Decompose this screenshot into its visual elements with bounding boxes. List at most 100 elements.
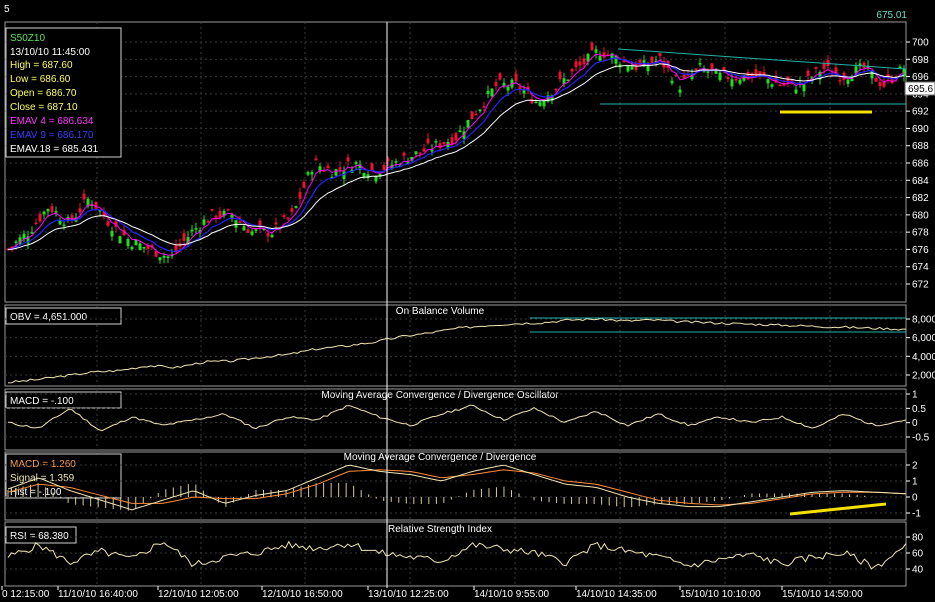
- candle-body-166: [670, 80, 674, 84]
- macd-osc-line: [7, 404, 907, 432]
- candle-body-76: [310, 172, 314, 175]
- obv-ticks-label-1: 6,000: [912, 333, 935, 344]
- rsi-panel[interactable]: Relative Strength Index RSI = 68.380 80 6…: [5, 524, 924, 576]
- candle-body-108: [438, 143, 442, 148]
- candle-body-7: [34, 222, 38, 225]
- x-label-3: 12/10/10 16:50:00: [262, 589, 343, 600]
- candle-body-52: [214, 216, 218, 219]
- candle-body-9: [42, 211, 46, 215]
- candle-body-60: [246, 229, 250, 233]
- candle-body-169: [682, 74, 686, 79]
- candle-body-154: [622, 60, 626, 63]
- macd-oscillator-panel[interactable]: Moving Average Convergence / Divergence …: [5, 390, 930, 444]
- candle-body-155: [626, 65, 630, 72]
- rsi-frame: [4, 521, 907, 587]
- candle-body-6: [30, 232, 34, 234]
- candle-body-122: [494, 82, 498, 87]
- candle-body-205: [826, 59, 830, 67]
- price-badge-text: 695.6: [908, 84, 933, 95]
- candle-body-93: [378, 174, 382, 177]
- candle-body-51: [210, 209, 214, 211]
- candle-body-19: [82, 193, 86, 200]
- candle-body-56: [230, 215, 234, 219]
- candle-body-204: [822, 63, 826, 69]
- candle-body-167: [674, 74, 678, 77]
- candle-body-177: [714, 68, 718, 74]
- candle-body-63: [258, 220, 262, 228]
- candle-body-64: [262, 228, 266, 230]
- candle-body-73: [298, 192, 302, 199]
- candle-body-69: [282, 215, 286, 217]
- candle-body-31: [130, 246, 134, 250]
- candle-body-72: [294, 206, 298, 208]
- candle-body-110: [446, 141, 450, 149]
- rsi-label: RSI = 68.380: [10, 531, 69, 542]
- candle-body-120: [486, 90, 490, 94]
- candle-body-54: [222, 210, 226, 216]
- candle-body-223: [898, 66, 902, 69]
- candle-body-99: [402, 152, 406, 156]
- obv-ticks-label-0: 8,000: [912, 315, 935, 326]
- candle-body-176: [710, 63, 714, 71]
- rsi-ticks-label-2: 40: [912, 565, 924, 576]
- candle-body-124: [502, 83, 506, 87]
- candle-body-65: [266, 233, 270, 237]
- price-ticks-label-5: 690: [912, 124, 929, 135]
- candle-body-42: [174, 244, 178, 253]
- macd-label-box: [5, 453, 122, 499]
- ohlc-info-box: [5, 27, 122, 158]
- candle-body-199: [802, 84, 806, 92]
- macd-hist: Hist = -.100: [10, 487, 62, 498]
- macd-panel[interactable]: Moving Average Convergence / Divergence …: [5, 452, 921, 520]
- candle-body-211: [850, 78, 854, 82]
- candle-body-47: [194, 228, 198, 230]
- candle-body-58: [238, 221, 242, 223]
- candle-body-203: [818, 71, 822, 80]
- rsi-ticks-label-1: 60: [912, 549, 924, 560]
- candle-body-183: [738, 79, 742, 84]
- candle-body-14: [62, 224, 66, 227]
- candle-body-197: [794, 89, 798, 94]
- candle-body-50: [206, 221, 210, 223]
- candle-body-196: [790, 79, 794, 82]
- candle-body-189: [762, 72, 766, 76]
- candle-body-109: [442, 142, 446, 145]
- obv-panel[interactable]: On Balance Volume OBV = 4,651.000 8,000 6…: [5, 306, 935, 384]
- candle-body-158: [638, 59, 642, 66]
- candle-body-25: [106, 221, 110, 226]
- info-emav4: EMAV 4 = 686.634: [10, 116, 94, 127]
- candle-body-5: [26, 236, 30, 244]
- candle-body-22: [94, 201, 98, 209]
- obv-ticks-label-2: 4,000: [912, 352, 935, 363]
- candle-body-190: [766, 79, 770, 84]
- info-open: Open = 686.70: [10, 88, 77, 99]
- candle-body-147: [594, 49, 598, 53]
- candle-body-182: [734, 79, 738, 81]
- candle-body-80: [326, 165, 330, 169]
- x-label-8: 15/10/10 14:50:00: [782, 589, 863, 600]
- candle-body-133: [538, 102, 542, 106]
- candle-body-87: [354, 162, 358, 165]
- candle-body-13: [58, 220, 62, 225]
- macd-histogram: [7, 482, 873, 511]
- candle-body-24: [102, 210, 106, 217]
- candle-body-84: [342, 171, 346, 180]
- candle-body-136: [550, 95, 554, 101]
- candle-body-178: [718, 72, 722, 81]
- candle-body-10: [46, 208, 50, 212]
- candle-body-179: [722, 67, 726, 72]
- candle-body-34: [142, 246, 146, 249]
- candle-body-71: [290, 208, 294, 212]
- candle-body-129: [522, 90, 526, 94]
- price-panel[interactable]: 7006986966946926906886866846826806786766…: [5, 27, 935, 291]
- obv-line: [7, 317, 906, 384]
- candle-body-59: [242, 226, 246, 231]
- candle-body-33: [138, 243, 142, 250]
- candle-body-152: [614, 56, 618, 64]
- candle-body-143: [578, 61, 582, 66]
- candle-body-160: [646, 65, 650, 72]
- rsi-line: [7, 540, 907, 570]
- obv-label: OBV = 4,651.000: [10, 312, 87, 323]
- candle-body-113: [458, 130, 462, 132]
